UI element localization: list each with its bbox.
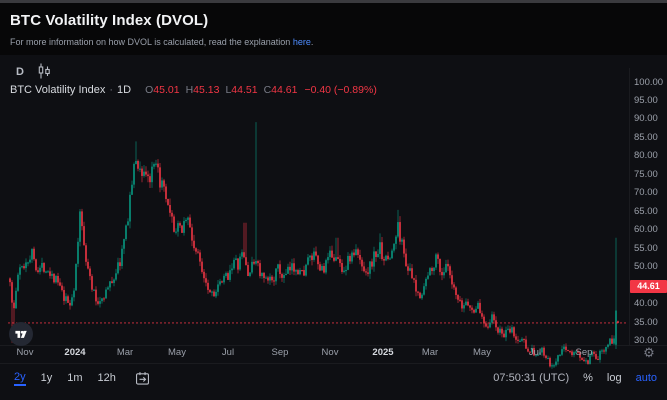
ohlc-value: 45.13 — [193, 84, 220, 96]
x-axis-label: Mar — [116, 347, 134, 358]
calendar-icon — [135, 371, 149, 385]
chart-legend[interactable]: BTC Volatility Index · 1D O45.01 H45.13 L44.5… — [10, 84, 377, 96]
ohlc-key: L — [225, 84, 232, 96]
window-top-strip — [0, 0, 667, 3]
x-axis-label: Jul — [221, 347, 235, 358]
ohlc-value: 44.61 — [271, 84, 298, 96]
y-axis-tick: 35.00 — [634, 316, 658, 328]
bottom-toolbar: 2y 1y 1m 12h 07:50:31 (UTC) % log auto — [0, 366, 667, 390]
y-axis-tick: 55.00 — [634, 242, 658, 254]
x-axis-label: Nov — [16, 347, 34, 358]
range-button-1m[interactable]: 1m — [67, 371, 83, 384]
y-axis-tick: 30.00 — [634, 335, 658, 346]
ohlc-value: 45.01 — [153, 84, 180, 96]
gear-icon[interactable]: ⚙ — [643, 345, 655, 360]
tradingview-logo[interactable] — [9, 322, 33, 346]
page-subtitle: For more information on how DVOL is calc… — [10, 37, 313, 47]
ohlc-key: C — [263, 84, 272, 96]
subtitle-suffix: . — [310, 37, 314, 47]
y-axis-tick: 95.00 — [634, 94, 658, 106]
range-buttons: 2y 1y 1m 12h — [14, 371, 116, 386]
x-axis-label: Sep — [575, 347, 593, 358]
toolbar-divider — [0, 363, 667, 364]
x-axis-label: Nov — [321, 347, 339, 358]
x-axis-label: May — [168, 347, 186, 358]
clock-label[interactable]: 07:50:31 (UTC) — [493, 372, 570, 384]
interval-button[interactable]: D — [16, 66, 24, 78]
y-axis-tick: 50.00 — [634, 261, 658, 273]
x-axis-label: 2025 — [372, 347, 394, 358]
y-axis-tick: 85.00 — [634, 131, 658, 143]
y-axis-tick: 60.00 — [634, 224, 658, 236]
y-axis-tick: 70.00 — [634, 187, 658, 199]
go-to-date-button[interactable] — [134, 370, 151, 387]
status-group: 07:50:31 (UTC) % log auto — [493, 372, 657, 384]
legend-symbol: BTC Volatility Index — [10, 84, 106, 96]
y-axis-tick: 100.00 — [634, 76, 664, 88]
candlestick-chart[interactable] — [0, 55, 667, 400]
range-button-1y[interactable]: 1y — [40, 371, 53, 384]
x-axis-label: 2024 — [64, 347, 86, 358]
page-header: BTC Volatility Index (DVOL) For more inf… — [0, 3, 667, 55]
legend-change: −0.40 (−0.89%) — [304, 84, 377, 96]
chart-widget: D BTC Volatility Index · 1D O45.01 H45.13 L44… — [0, 55, 667, 400]
subtitle-text: For more information on how DVOL is calc… — [10, 37, 293, 47]
ohlc-key: H — [185, 84, 194, 96]
chart-type-button[interactable] — [34, 62, 54, 80]
x-axis-label: May — [473, 347, 491, 358]
tradingview-logo-icon — [15, 330, 27, 338]
y-axis-tick: 65.00 — [634, 205, 658, 217]
ohlc-key: O — [145, 84, 154, 96]
legend-ohlc: O45.01 H45.13 L44.51 C44.61 — [139, 84, 297, 96]
legend-interval: 1D — [117, 84, 132, 96]
x-axis-label: Mar — [421, 347, 439, 358]
legend-separator: · — [109, 84, 114, 96]
auto-scale-button[interactable]: auto — [635, 372, 657, 384]
range-button-2y[interactable]: 2y — [14, 371, 26, 386]
last-price-badge: 44.61 — [630, 279, 667, 293]
y-axis-tick: 80.00 — [634, 150, 658, 162]
range-button-12h[interactable]: 12h — [97, 371, 116, 384]
x-axis-label: Sep — [271, 347, 289, 358]
log-scale-button[interactable]: log — [606, 372, 622, 384]
price-axis-divider — [629, 68, 630, 345]
ohlc-value: 44.51 — [231, 84, 258, 96]
explanation-link[interactable]: here — [292, 37, 311, 47]
y-axis-tick: 90.00 — [634, 113, 658, 125]
percent-scale-button[interactable]: % — [583, 372, 593, 384]
y-axis-tick: 40.00 — [634, 298, 658, 310]
page-title: BTC Volatility Index (DVOL) — [10, 12, 209, 29]
x-axis-label: Jul — [528, 347, 542, 358]
candlestick-icon — [38, 63, 50, 79]
y-axis-tick: 75.00 — [634, 168, 658, 180]
time-axis-divider — [0, 345, 667, 346]
